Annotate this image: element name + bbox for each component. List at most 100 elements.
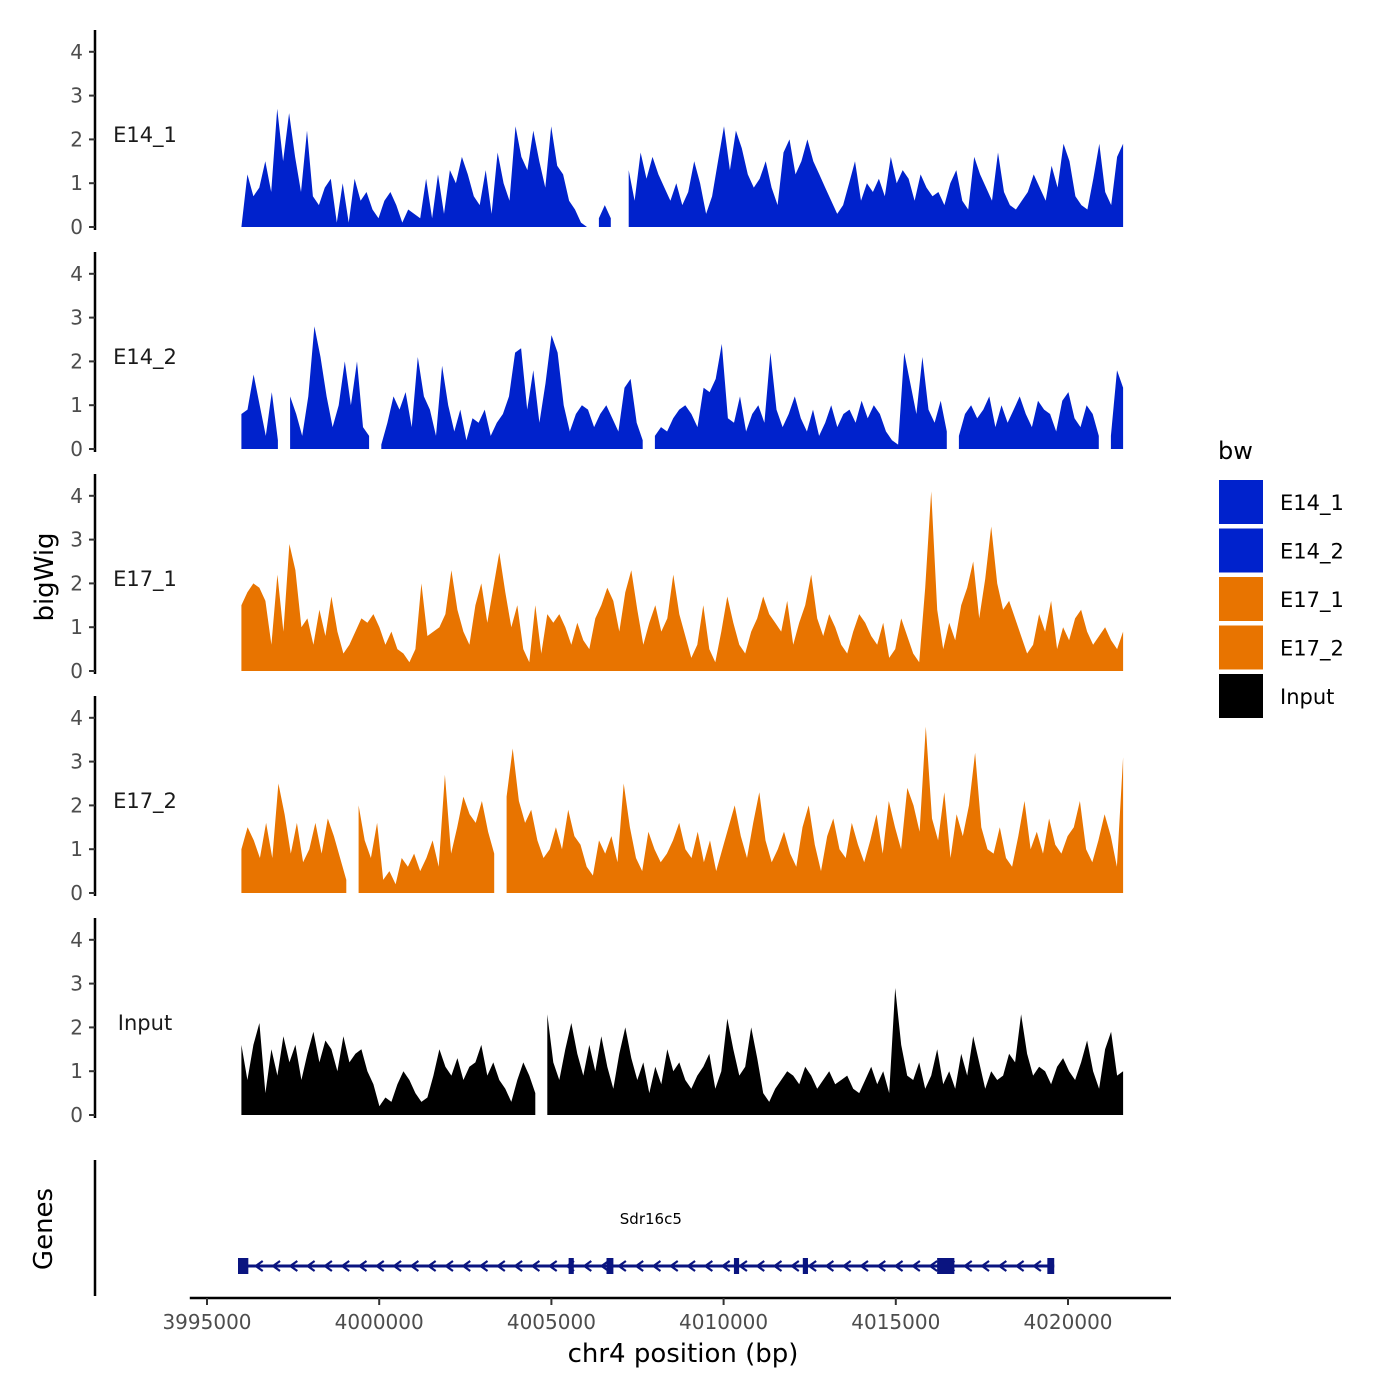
y-tick-label: 1	[70, 1059, 83, 1083]
track-label-e14-1: E14_1	[113, 123, 177, 148]
track-e17-2: 0 1 2 3 4 E17_2	[70, 696, 1124, 905]
strand-chevron	[997, 1260, 1007, 1272]
exon	[568, 1258, 574, 1274]
strand-chevron	[340, 1260, 350, 1272]
area-segment-e14-2	[381, 335, 643, 449]
signal-tracks: 0 1 2 3 4 E14_1 0 1 2 3 4 E14_2 0 1 2 3 4 E17_1 0 1 2 3 4 E17_2…	[70, 30, 1124, 1127]
legend-label-e14-1: E14_1	[1280, 491, 1344, 516]
y-tick-label: 2	[70, 349, 83, 373]
exon	[1047, 1258, 1055, 1274]
strand-chevron	[876, 1260, 886, 1272]
legend-swatch-input	[1219, 674, 1263, 718]
strand-chevron	[859, 1260, 869, 1272]
strand-chevron	[374, 1260, 385, 1272]
area-segment-e14-2	[1110, 370, 1124, 449]
strand-chevron	[392, 1260, 402, 1272]
legend-title: bw	[1218, 437, 1253, 465]
strand-chevron	[807, 1260, 817, 1272]
y-tick-label: 0	[70, 881, 83, 905]
legend-swatch-e14-2	[1219, 528, 1263, 573]
strand-chevron	[980, 1260, 990, 1272]
y-tick-label: 3	[70, 750, 83, 774]
area-segment-e14-2	[654, 343, 947, 449]
y-tick-label: 1	[70, 393, 83, 417]
strand-chevron	[478, 1260, 489, 1272]
x-tick-label: 4015000	[851, 1310, 940, 1334]
area-segment-e17-2	[506, 726, 1124, 893]
area-segment-e17-2	[241, 783, 347, 893]
y-tick-label: 1	[70, 171, 83, 195]
track-input: 0 1 2 3 4 Input	[70, 918, 1124, 1127]
x-tick-label: 4020000	[1023, 1310, 1112, 1334]
strand-chevron	[461, 1260, 471, 1272]
strand-chevron	[530, 1260, 541, 1272]
strand-chevron	[582, 1260, 592, 1272]
y-tick-label: 4	[70, 706, 83, 730]
track-label-e17-2: E17_2	[113, 789, 177, 814]
strand-chevron	[893, 1260, 904, 1272]
strand-chevron	[409, 1260, 420, 1272]
x-tick-label: 4000000	[335, 1310, 424, 1334]
strand-chevron	[841, 1260, 852, 1272]
strand-chevron	[703, 1260, 713, 1272]
x-tick-label: 4010000	[679, 1310, 768, 1334]
area-segment-e17-2	[358, 774, 495, 893]
legend-label-e14-2: E14_2	[1280, 540, 1344, 565]
strand-chevron	[495, 1260, 506, 1272]
track-e17-1: 0 1 2 3 4 E17_1	[70, 474, 1124, 683]
y-axis-title: bigWig	[30, 532, 60, 621]
legend-swatch-e17-2	[1219, 625, 1263, 670]
gene-label-sdr16c5: Sdr16c5	[620, 1210, 682, 1228]
exon	[606, 1258, 614, 1274]
exon	[937, 1258, 955, 1274]
exon	[733, 1258, 740, 1274]
y-tick-label: 0	[70, 437, 83, 461]
area-segment-e14-2	[290, 326, 370, 449]
strand-chevron	[357, 1260, 368, 1272]
strand-chevron	[755, 1260, 765, 1272]
area-segment-e14-2	[241, 374, 278, 449]
y-tick-label: 1	[70, 615, 83, 639]
legend: bw E14_1 E14_2 E17_1 E17_2 Input	[1218, 437, 1344, 718]
strand-chevron	[824, 1260, 835, 1272]
strand-chevron	[599, 1260, 610, 1272]
y-tick-label: 3	[70, 528, 83, 552]
strand-chevron	[547, 1260, 558, 1272]
y-tick-label: 2	[70, 1015, 83, 1039]
y-tick-label: 3	[70, 84, 83, 108]
strand-chevron	[1032, 1260, 1042, 1272]
strand-chevron	[271, 1260, 281, 1272]
y-tick-label: 1	[70, 837, 83, 861]
strand-chevron	[738, 1260, 748, 1272]
exon	[237, 1258, 249, 1274]
strand-chevron	[668, 1260, 679, 1272]
strand-chevron	[616, 1260, 627, 1272]
strand-chevron	[772, 1260, 783, 1272]
y-tick-label: 4	[70, 262, 83, 286]
y-tick-label: 2	[70, 127, 83, 151]
area-segment-e14-2	[958, 392, 1099, 449]
gene-sdr16c5: Sdr16c5	[237, 1210, 1055, 1274]
x-axis: 3995000 4000000 4005000 4010000 4015000 40200…	[162, 1296, 1171, 1334]
y-tick-label: 3	[70, 972, 83, 996]
area-segment-e14-1	[628, 126, 1124, 227]
track-e14-2: 0 1 2 3 4 E14_2	[70, 252, 1124, 461]
area-segment-input	[241, 1023, 536, 1115]
strand-chevron	[910, 1260, 921, 1272]
y-tick-label: 2	[70, 793, 83, 817]
legend-label-input: Input	[1280, 685, 1334, 709]
strand-chevron	[686, 1260, 696, 1272]
area-segment-input	[547, 988, 1124, 1115]
strand-chevron	[720, 1260, 731, 1272]
strand-chevron	[634, 1260, 644, 1272]
strand-chevron	[426, 1260, 437, 1272]
strand-chevron	[253, 1260, 264, 1272]
strand-chevron	[513, 1260, 523, 1272]
gene-track: Genes Sdr16c5	[29, 1160, 1055, 1296]
y-tick-label: 4	[70, 928, 83, 952]
y-tick-label: 0	[70, 215, 83, 239]
strand-chevron	[444, 1260, 454, 1272]
genes-track-title: Genes	[29, 1188, 59, 1270]
x-tick-label: 4005000	[507, 1310, 596, 1334]
